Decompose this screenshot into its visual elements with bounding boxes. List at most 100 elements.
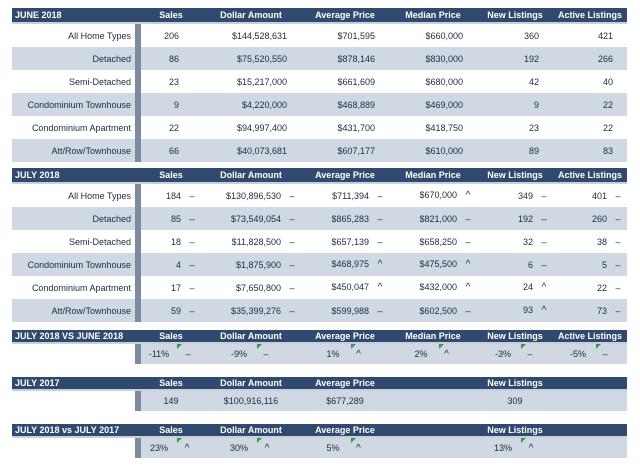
value-cell: $144,528,631	[201, 31, 301, 41]
dash-icon: –	[377, 236, 383, 247]
summary-header: JULY 2018 vs JULY 2017 Sales Dollar Amou…	[12, 424, 627, 438]
value-cell: $432,000 ^	[389, 282, 477, 293]
value-cell: 4–	[141, 260, 201, 270]
value-text: 184	[165, 190, 181, 201]
up-arrow-icon: ^	[356, 442, 361, 454]
row-divider	[135, 299, 141, 322]
green-flag-icon	[351, 438, 356, 443]
dash-icon: –	[541, 259, 547, 270]
value-cell: 83	[553, 146, 627, 156]
green-flag-icon	[521, 438, 526, 443]
value-cell: 9	[141, 100, 201, 110]
col-header: Median Price	[405, 331, 461, 341]
dash-icon: –	[189, 213, 195, 224]
value-text: $431,700	[337, 122, 375, 133]
summary-value-cell: -5% –	[553, 344, 627, 364]
row-divider	[135, 344, 141, 364]
up-arrow-icon: ^	[377, 259, 383, 270]
row-label: Att/Row/Townhouse	[51, 305, 131, 316]
value-text: 4	[175, 259, 181, 270]
col-header: Median Price	[405, 10, 461, 20]
july-2018-header: JULY 2018 Sales Dollar Amount Average Pr…	[12, 168, 627, 184]
col-header: Average Price	[315, 378, 375, 388]
value-cell: 18–	[141, 237, 201, 247]
table-title: JULY 2018 vs JULY 2017	[15, 425, 120, 435]
summary-value-cell: 13% ^	[477, 438, 553, 458]
dash-icon: –	[189, 282, 195, 293]
value-cell: 38–	[553, 237, 627, 247]
value-cell: $468,975 ^	[301, 259, 389, 270]
row-label: All Home Types	[68, 190, 131, 201]
table-title: JULY 2018 VS JUNE 2018	[15, 331, 124, 341]
col-header: New Listings	[487, 170, 543, 180]
row-divider	[135, 438, 141, 458]
value-text: $599,988	[331, 305, 369, 316]
value-text: $144,528,631	[231, 30, 287, 41]
value-text: $701,595	[337, 30, 375, 41]
value-cell: $607,177	[301, 146, 389, 156]
summary-value-cell	[553, 391, 627, 411]
row-divider	[135, 93, 141, 116]
value-text: $878,146	[337, 53, 375, 64]
up-arrow-icon: ^	[541, 282, 547, 293]
col-header: New Listings	[487, 425, 543, 435]
value-text: $468,889	[337, 99, 375, 110]
green-flag-icon	[257, 438, 262, 443]
row-divider	[135, 47, 141, 70]
dash-icon: –	[189, 190, 195, 201]
summary-value: 1%	[326, 349, 340, 359]
summary-value-cell: 5% ^	[301, 438, 389, 458]
value-cell: $658,250–	[389, 237, 477, 247]
value-text: $130,896,530	[225, 190, 281, 201]
table-row: Condominium Townhouse 9 $4,220,000 $468,889…	[12, 93, 627, 116]
value-cell: 22	[553, 123, 627, 133]
row-divider	[135, 207, 141, 230]
value-cell: 32–	[477, 237, 553, 247]
col-header: Active Listings	[557, 10, 622, 20]
dash-icon: –	[602, 349, 608, 359]
value-text: $657,139	[331, 236, 369, 247]
value-cell: $11,828,500–	[201, 237, 301, 247]
row-label: Detached	[92, 53, 131, 64]
value-text: 9	[533, 99, 539, 110]
value-text: 85	[170, 213, 181, 224]
value-cell: $4,220,000	[201, 100, 301, 110]
col-header: Dollar Amount	[220, 425, 282, 435]
july-2018-vs-july-2017-table: JULY 2018 vs JULY 2017 Sales Dollar Amou…	[12, 424, 627, 458]
table-row: Semi-Detached 23 $15,217,000 $661,609 $680,0…	[12, 70, 627, 93]
value-text: 40	[602, 76, 613, 87]
value-cell: 93 ^	[477, 305, 553, 316]
value-cell: 192–	[477, 214, 553, 224]
row-label: Condominium Apartment	[31, 282, 131, 293]
value-text: $73,549,054	[230, 213, 281, 224]
value-text: $15,217,000	[236, 76, 287, 87]
value-cell: $130,896,530–	[201, 191, 301, 201]
dash-icon: –	[189, 259, 195, 270]
value-text: $1,875,900	[235, 259, 281, 270]
value-text: 32	[522, 236, 533, 247]
col-header: New Listings	[487, 378, 543, 388]
dash-icon: –	[377, 213, 383, 224]
table-row: Att/Row/Townhouse 66 $40,073,681 $607,177 $6…	[12, 139, 627, 162]
col-header: Sales	[159, 378, 183, 388]
summary-value: 2%	[414, 349, 428, 359]
summary-value-cell: $100,916,116	[201, 391, 301, 411]
dash-icon: –	[185, 349, 191, 359]
value-cell: $878,146	[301, 54, 389, 64]
july-vs-june-table: JULY 2018 VS JUNE 2018 Sales Dollar Amou…	[12, 330, 627, 364]
summary-row: 149 $100,916,116 $677,289 309	[12, 391, 627, 411]
dash-icon: –	[615, 190, 621, 201]
value-text: $610,000	[425, 145, 463, 156]
value-cell: $40,073,681	[201, 146, 301, 156]
summary-value-cell: $677,289	[301, 391, 389, 411]
summary-value-cell: -3% –	[477, 344, 553, 364]
col-header: Dollar Amount	[220, 10, 282, 20]
summary-value: 30%	[229, 443, 248, 453]
col-header: Median Price	[405, 170, 461, 180]
value-cell: $670,000 ^	[389, 190, 477, 201]
dash-icon: –	[465, 305, 471, 316]
col-header: Active Listings	[557, 170, 622, 180]
value-text: $35,399,276	[230, 305, 281, 316]
value-cell: $468,889	[301, 100, 389, 110]
value-text: $75,520,550	[236, 53, 287, 64]
